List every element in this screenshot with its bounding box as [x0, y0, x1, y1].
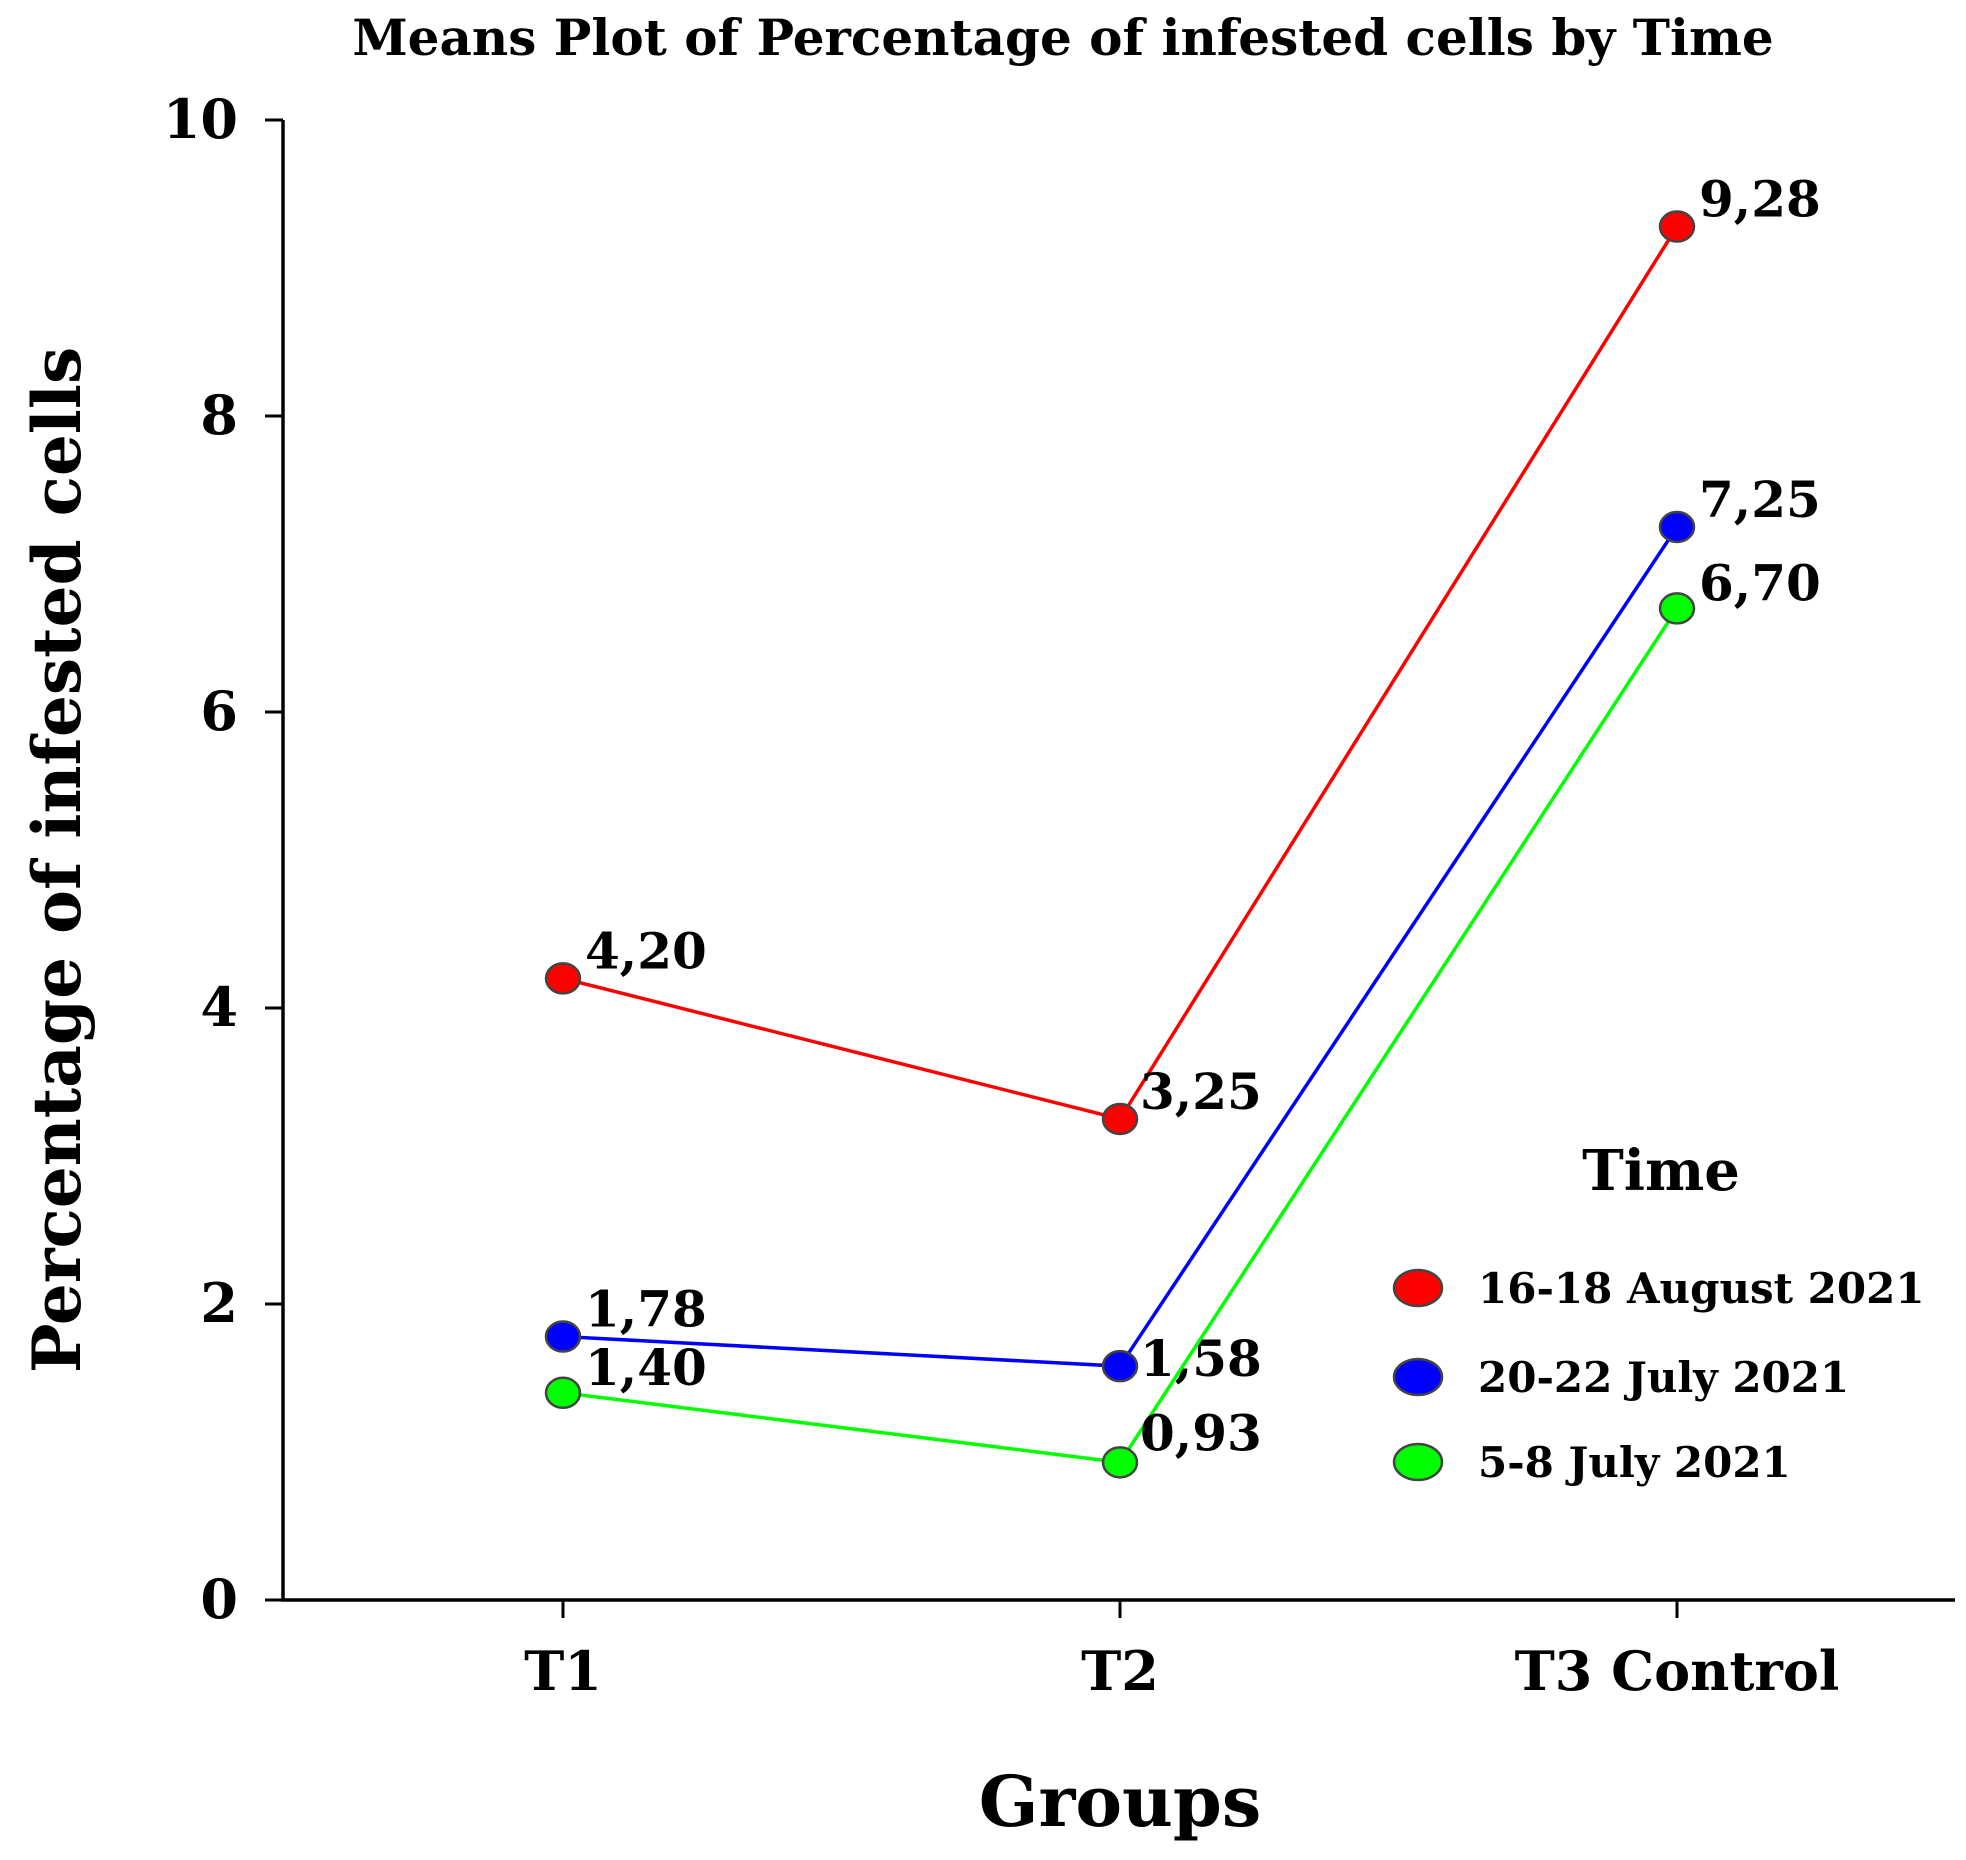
legend-marker — [1392, 1357, 1444, 1397]
series-line — [562, 526, 1679, 1368]
data-point — [1658, 592, 1696, 625]
x-tick-label: T3 Control — [1515, 1639, 1840, 1703]
legend: Time 16-18 August 2021 20-22 July 2021 5-8… — [1392, 1138, 1925, 1487]
y-ticks: 0 2 4 6 8 10 — [163, 87, 283, 1631]
data-label: 6,70 — [1699, 553, 1821, 612]
y-tick-label: 8 — [200, 383, 238, 447]
series-layer: 4,203,259,281,781,587,251,400,936,70 — [544, 170, 1821, 1479]
series-line — [562, 225, 1679, 1122]
y-tick-label: 6 — [200, 679, 238, 743]
data-point — [544, 962, 582, 995]
legend-label: 20-22 July 2021 — [1478, 1353, 1849, 1402]
data-label: 7,25 — [1699, 470, 1821, 529]
legend-marker — [1392, 1442, 1444, 1482]
chart-title: Means Plot of Percentage of infested cel… — [352, 8, 1773, 67]
series-line — [562, 607, 1679, 1465]
data-point — [1101, 1102, 1139, 1136]
data-label: 9,28 — [1699, 170, 1821, 229]
data-point — [1658, 510, 1696, 544]
y-axis-label: Percentage of infested cells — [18, 347, 96, 1373]
data-point — [1101, 1349, 1139, 1383]
legend-marker — [1392, 1268, 1444, 1308]
data-label: 4,20 — [585, 921, 707, 980]
data-label: 0,93 — [1140, 1403, 1262, 1462]
x-axis-label: Groups — [979, 1760, 1262, 1843]
y-tick-label: 2 — [200, 1271, 238, 1335]
legend-items: 16-18 August 2021 20-22 July 2021 5-8 July… — [1392, 1264, 1925, 1487]
y-tick-label: 4 — [200, 975, 238, 1039]
x-tick-label: T2 — [1081, 1639, 1159, 1703]
data-point — [1101, 1446, 1139, 1479]
x-tick-label: T1 — [524, 1639, 602, 1703]
x-ticks: T1 T2 T3 Control — [524, 1600, 1839, 1703]
data-label: 1,78 — [585, 1280, 707, 1339]
y-tick-label: 10 — [163, 87, 238, 151]
data-point — [544, 1376, 582, 1410]
data-point — [1658, 210, 1696, 243]
legend-label: 5-8 July 2021 — [1478, 1438, 1791, 1487]
y-tick-label: 0 — [200, 1567, 238, 1631]
legend-title: Time — [1582, 1138, 1740, 1204]
data-label: 3,25 — [1140, 1062, 1262, 1121]
legend-label: 16-18 August 2021 — [1478, 1264, 1925, 1313]
data-label: 1,40 — [585, 1338, 707, 1397]
data-point — [544, 1320, 582, 1353]
